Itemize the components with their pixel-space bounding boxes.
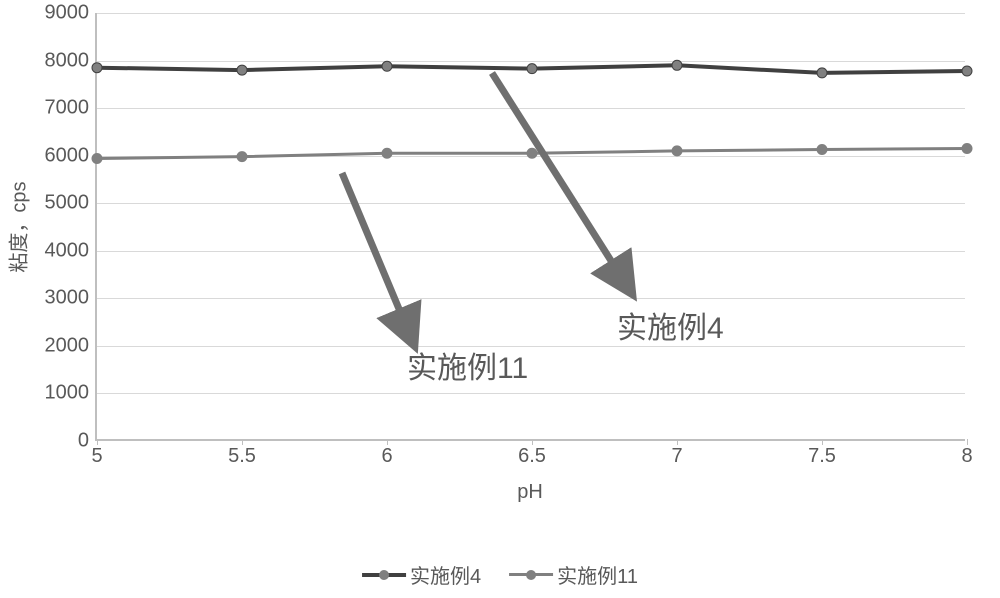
series-marker <box>962 144 972 154</box>
callout-arrow <box>342 173 407 328</box>
x-tick-label: 7.5 <box>808 439 836 468</box>
series-marker <box>92 154 102 164</box>
series-marker <box>527 148 537 158</box>
x-tick-label: 6.5 <box>518 439 546 468</box>
legend-label: 实施例4 <box>410 560 481 589</box>
legend-marker <box>509 568 553 582</box>
y-tick-label: 7000 <box>45 97 98 120</box>
series-marker <box>237 152 247 162</box>
series-marker <box>672 146 682 156</box>
plot-svg <box>97 13 967 441</box>
y-tick-label: 4000 <box>45 239 98 262</box>
x-tick-label: 5.5 <box>228 439 256 468</box>
chart-legend: 实施例4 实施例11 <box>362 560 638 589</box>
plot-area: 010002000300040005000600070008000900055.… <box>95 13 965 441</box>
series-marker <box>382 148 392 158</box>
y-tick-label: 6000 <box>45 144 98 167</box>
series-marker <box>962 66 972 76</box>
series-marker <box>672 60 682 70</box>
series-marker <box>237 65 247 75</box>
x-axis-label: pH <box>517 481 543 504</box>
callout-label: 实施例4 <box>617 303 724 347</box>
series-marker <box>527 64 537 74</box>
x-tick-label: 5 <box>91 439 102 468</box>
series-marker <box>817 144 827 154</box>
x-tick-label: 7 <box>671 439 682 468</box>
legend-label: 实施例11 <box>557 560 638 589</box>
callout-arrow <box>492 73 622 278</box>
x-tick-label: 6 <box>381 439 392 468</box>
legend-item: 实施例4 <box>362 560 481 589</box>
viscosity-vs-ph-chart: 010002000300040005000600070008000900055.… <box>0 0 1000 598</box>
callout-label: 实施例11 <box>407 343 528 387</box>
y-tick-label: 1000 <box>45 382 98 405</box>
y-axis-label: 粘度，cps <box>3 181 32 272</box>
y-tick-label: 8000 <box>45 49 98 72</box>
series-marker <box>817 68 827 78</box>
legend-item: 实施例11 <box>509 560 638 589</box>
y-tick-label: 9000 <box>45 2 98 25</box>
legend-marker <box>362 568 406 582</box>
x-tick-label: 8 <box>961 439 972 468</box>
series-marker <box>92 63 102 73</box>
y-tick-label: 3000 <box>45 287 98 310</box>
y-tick-label: 5000 <box>45 192 98 215</box>
y-tick-label: 2000 <box>45 334 98 357</box>
series-marker <box>382 61 392 71</box>
